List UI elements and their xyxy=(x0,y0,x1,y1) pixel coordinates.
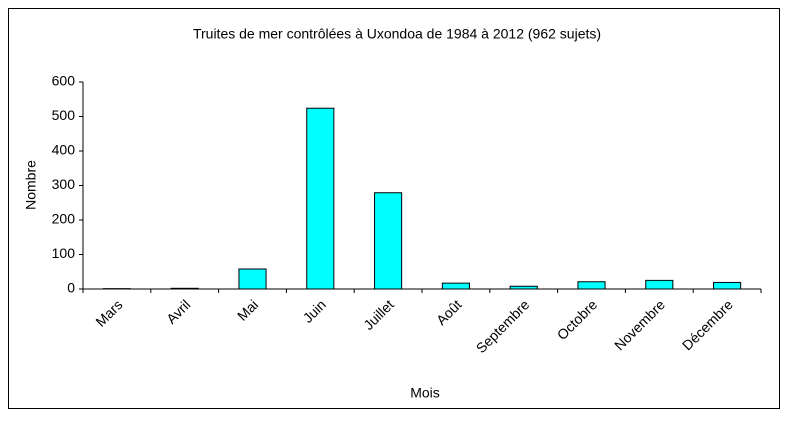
x-axis-label: Mois xyxy=(410,385,440,401)
y-tick-label: 400 xyxy=(52,142,76,158)
chart-title: Truites de mer contrôlées à Uxondoa de 1… xyxy=(193,26,601,42)
bar xyxy=(239,269,266,289)
bar xyxy=(578,282,605,289)
y-tick-label: 300 xyxy=(52,176,76,192)
y-tick-label: 600 xyxy=(52,73,76,89)
y-axis-label: Nombre xyxy=(23,160,39,210)
bar xyxy=(307,108,334,289)
bar xyxy=(714,282,741,289)
bar xyxy=(375,193,402,289)
y-tick-label: 500 xyxy=(52,107,76,123)
y-tick-label: 0 xyxy=(67,280,75,296)
bar xyxy=(442,283,469,289)
y-tick-label: 100 xyxy=(52,245,76,261)
y-tick-label: 200 xyxy=(52,211,76,227)
bar xyxy=(646,280,673,289)
